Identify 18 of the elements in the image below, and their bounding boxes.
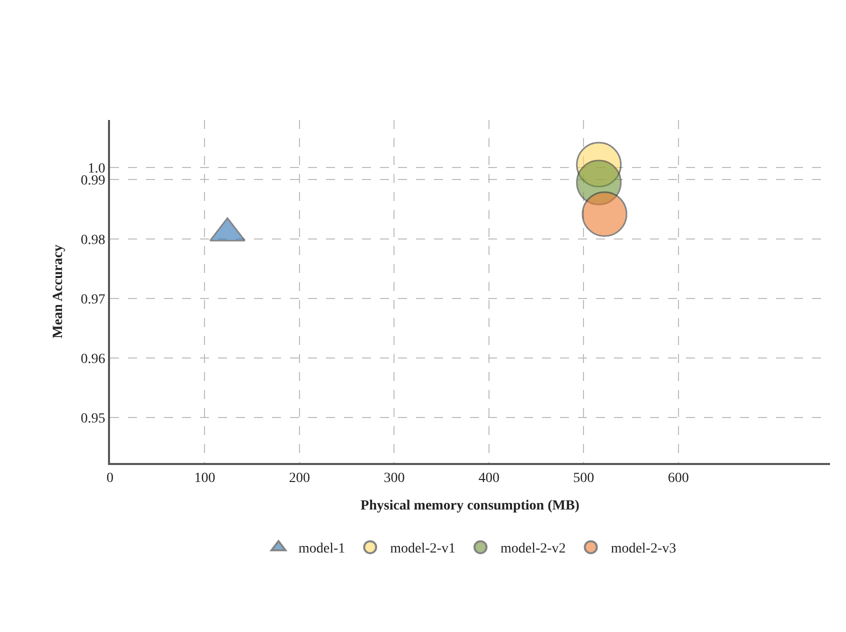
legend-label: model-1 — [298, 542, 346, 557]
x-axis-title: Physical memory consumption (MB) — [360, 498, 580, 514]
y-tick-label: 0.96 — [80, 352, 106, 368]
y-tick-label: 0.99 — [80, 173, 106, 188]
x-tick-label: 300 — [384, 470, 405, 486]
x-tick-label: 100 — [194, 470, 216, 486]
y-tick-label: 0.98 — [80, 233, 106, 248]
x-tick-label: 400 — [478, 470, 500, 486]
legend-label: model-2-v3 — [610, 542, 676, 557]
y-tick-label: 0.95 — [80, 412, 106, 427]
x-tick-label: 600 — [668, 470, 689, 486]
x-tick-label: 200 — [288, 470, 310, 486]
legend-label: model-2-v2 — [500, 542, 566, 557]
x-tick-label: 0 — [106, 470, 114, 486]
y-axis-title: Mean Accuracy — [50, 244, 66, 338]
x-tick-label: 500 — [573, 470, 594, 486]
y-tick-label: 0.97 — [80, 292, 106, 308]
legend-label: model-2-v1 — [390, 542, 456, 557]
